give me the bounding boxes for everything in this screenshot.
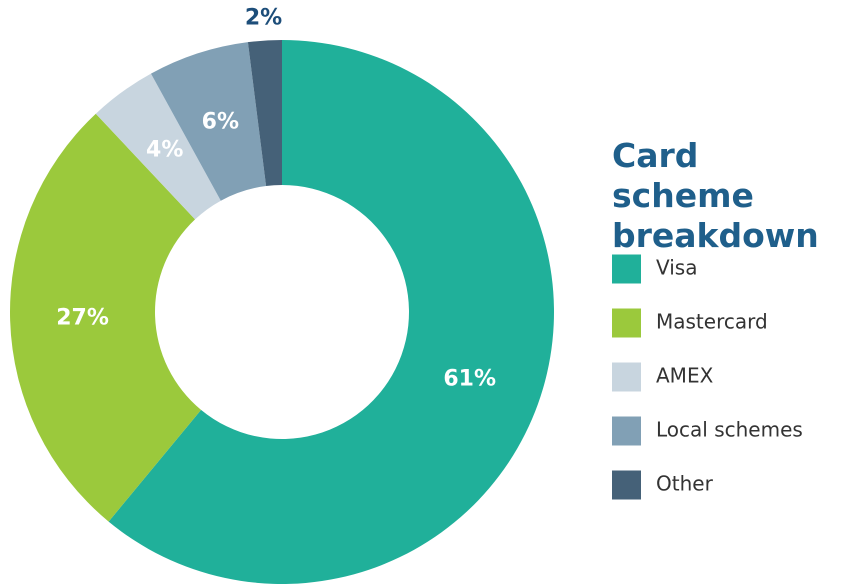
legend-label: Visa [656,256,697,280]
value-label: 4% [146,138,183,163]
legend-swatch [612,362,641,392]
value-label: 61% [443,367,496,392]
legend-swatch [612,470,641,500]
donut-segment [95,73,221,220]
value-label: 27% [56,305,109,330]
legend-label: AMEX [656,364,714,388]
legend-label: Other [656,472,714,496]
value-label: 2% [245,6,282,31]
donut-segment [9,113,202,522]
legend-swatch [612,254,641,284]
legend-label: Local schemes [656,418,803,442]
legend-label: Mastercard [656,310,768,334]
donut-segment [247,40,282,187]
legend-swatch [612,308,641,338]
chart-title: Card scheme breakdown [612,136,819,255]
legend-swatch [612,416,641,446]
donut-segment [108,40,555,584]
value-label: 6% [202,109,239,134]
donut-segment [150,42,267,201]
